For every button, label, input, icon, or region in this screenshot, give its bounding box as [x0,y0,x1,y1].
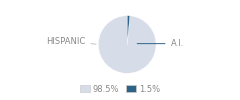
Wedge shape [127,16,130,44]
Text: HISPANIC: HISPANIC [46,36,96,46]
Text: A.I.: A.I. [137,39,184,48]
Wedge shape [98,16,156,73]
Legend: 98.5%, 1.5%: 98.5%, 1.5% [76,81,164,97]
